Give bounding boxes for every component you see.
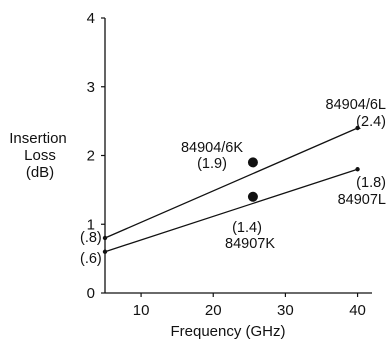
x-ticks: 10 20 30 40: [133, 293, 366, 319]
end-value-bottom: (1.8): [356, 175, 386, 191]
series-7k-7l-line: [104, 168, 358, 253]
y-tick-label: 3: [87, 79, 95, 96]
y-axis-label-line-3: (dB): [26, 164, 54, 181]
y-tick-label: 4: [87, 10, 95, 27]
y-tick-label: 1: [87, 216, 95, 233]
x-tick-label: 10: [133, 302, 150, 319]
mid-value-top: (1.9): [197, 156, 227, 172]
x-tick-label: 30: [277, 302, 294, 319]
series-6k-6l-end-point: [355, 125, 360, 131]
mid-name-top: 84904/6K: [181, 140, 243, 156]
series-7k-7l-start-point: [102, 249, 108, 254]
series-6k-6l-mid-point: [247, 157, 258, 168]
series-7k-7l-end-point: [355, 167, 360, 172]
y-axis-label-line-2: Loss: [24, 147, 56, 164]
mid-name-bottom: 84907K: [225, 236, 275, 252]
start-value-top: (.8): [80, 230, 102, 246]
y-tick-label: 2: [87, 148, 95, 165]
y-ticks: 0 1 2 3 4: [87, 10, 105, 302]
x-tick-label: 20: [205, 302, 222, 319]
end-name-top: 84904/6L: [326, 97, 386, 113]
x-axis-label: Frequency (GHz): [170, 323, 285, 340]
y-tick-label: 0: [87, 285, 95, 302]
series-7k-7l-mid-point: [247, 191, 258, 202]
start-value-bottom: (.6): [80, 251, 102, 267]
end-name-bottom: 84907L: [338, 192, 386, 208]
y-axis-label-line-1: Insertion: [9, 130, 67, 147]
end-value-top: (2.4): [356, 114, 386, 130]
series-group: [102, 125, 360, 254]
mid-value-bottom: (1.4): [232, 220, 262, 236]
y-axis-label: Insertion Loss (dB): [9, 130, 67, 181]
series-6k-6l-line: [104, 127, 358, 239]
series-6k-6l-start-point: [102, 235, 108, 241]
x-tick-label: 40: [349, 302, 366, 319]
